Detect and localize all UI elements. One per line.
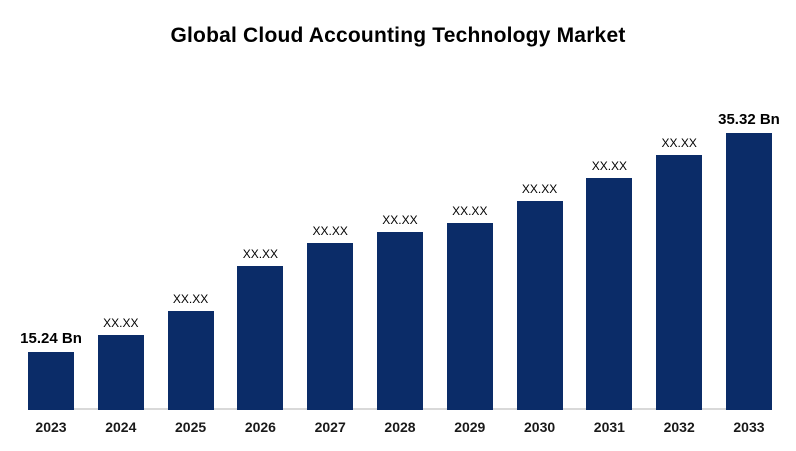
bar-column: 35.32 Bn 2033 — [718, 111, 780, 443]
bar — [167, 311, 214, 410]
year-label: 2031 — [593, 418, 625, 435]
bar-value-label: XX.XX — [452, 204, 488, 218]
bar-value-label: XX.XX — [103, 316, 139, 330]
bar-column: XX.XX 2029 — [446, 204, 493, 443]
bar-column: XX.XX 2028 — [376, 213, 423, 443]
bar-column: XX.XX 2030 — [516, 182, 563, 443]
bar-column: XX.XX 2026 — [237, 247, 284, 443]
bar — [237, 266, 284, 410]
year-label: 2033 — [733, 418, 765, 435]
year-label: 2028 — [384, 418, 416, 435]
bar-value-label: 15.24 Bn — [20, 330, 82, 347]
bar-column: XX.XX 2031 — [586, 159, 633, 443]
bar — [725, 133, 772, 410]
bar — [586, 178, 633, 410]
year-label: 2026 — [244, 418, 276, 435]
bar-value-label: XX.XX — [591, 159, 628, 173]
bars-row: 15.24 Bn 2023 XX.XX 2024 XX.XX 2025 XX.X… — [20, 80, 780, 443]
bar-value-label: 35.32 Bn — [718, 111, 780, 128]
bar-value-label: XX.XX — [242, 247, 279, 261]
bar — [656, 155, 703, 410]
bar-value-label: XX.XX — [172, 292, 209, 306]
year-label: 2030 — [524, 418, 556, 435]
bar-column: XX.XX 2032 — [656, 136, 703, 443]
bar-column: XX.XX 2025 — [167, 292, 214, 443]
bar — [516, 201, 563, 410]
bar — [446, 223, 493, 410]
bar-value-label: XX.XX — [521, 182, 558, 196]
bar-value-label: XX.XX — [312, 224, 348, 238]
bar — [376, 232, 423, 410]
year-label: 2032 — [663, 418, 695, 435]
year-label: 2025 — [175, 418, 207, 435]
year-label: 2024 — [105, 418, 137, 435]
year-label: 2027 — [314, 418, 346, 435]
bar — [97, 335, 144, 410]
year-label: 2023 — [35, 418, 67, 435]
bar-value-label: XX.XX — [382, 213, 418, 227]
bar — [307, 243, 354, 410]
bar-column: XX.XX 2024 — [97, 316, 144, 443]
year-label: 2029 — [454, 418, 486, 435]
bar-column: XX.XX 2027 — [307, 224, 354, 443]
chart-title: Global Cloud Accounting Technology Marke… — [170, 24, 626, 47]
plot-area: 15.24 Bn 2023 XX.XX 2024 XX.XX 2025 XX.X… — [20, 80, 780, 443]
bar-column: 15.24 Bn 2023 — [20, 330, 82, 443]
bar-value-label: XX.XX — [661, 136, 697, 150]
bar — [28, 352, 74, 410]
